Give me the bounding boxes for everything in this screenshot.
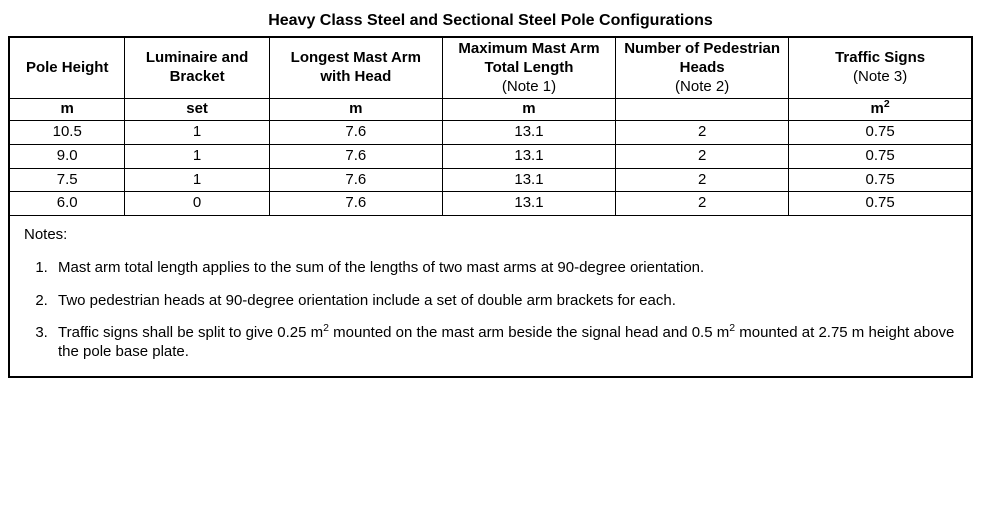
table-cell: 2 — [616, 121, 789, 145]
table-cell: 0.75 — [789, 121, 972, 145]
table-cell: 7.5 — [10, 168, 125, 192]
table-cell: 0.75 — [789, 168, 972, 192]
header-row: Pole Height Luminaire and Bracket Longes… — [10, 38, 972, 99]
pole-config-table: Pole Height Luminaire and Bracket Longes… — [9, 37, 972, 377]
col-header-longest-mast: Longest Mast Arm with Head — [269, 38, 442, 99]
notes-heading: Notes: — [24, 226, 957, 245]
note-item: Two pedestrian heads at 90-degree orient… — [52, 292, 957, 311]
table-row: 6.0 0 7.6 13.1 2 0.75 — [10, 192, 972, 216]
unit-cell: set — [125, 99, 269, 121]
table-container: Pole Height Luminaire and Bracket Longes… — [8, 36, 973, 378]
unit-cell: m — [10, 99, 125, 121]
table-cell: 6.0 — [10, 192, 125, 216]
table-cell: 1 — [125, 144, 269, 168]
table-cell: 2 — [616, 168, 789, 192]
notes-row: Notes: Mast arm total length applies to … — [10, 216, 972, 377]
table-row: 7.5 1 7.6 13.1 2 0.75 — [10, 168, 972, 192]
table-cell: 7.6 — [269, 121, 442, 145]
note-text: Mast arm total length applies to the sum… — [58, 259, 704, 276]
col-header-max-mast-length: Maximum Mast Arm Total Length (Note 1) — [442, 38, 615, 99]
table-cell: 1 — [125, 168, 269, 192]
notes-cell: Notes: Mast arm total length applies to … — [10, 216, 972, 377]
col-header-main: Traffic Signs — [835, 49, 925, 66]
table-cell: 9.0 — [10, 144, 125, 168]
col-header-traffic-signs: Traffic Signs (Note 3) — [789, 38, 972, 99]
table-cell: 10.5 — [10, 121, 125, 145]
table-cell: 13.1 — [442, 168, 615, 192]
table-cell: 2 — [616, 144, 789, 168]
table-cell: 0 — [125, 192, 269, 216]
table-cell: 0.75 — [789, 192, 972, 216]
table-cell: 7.6 — [269, 144, 442, 168]
table-cell: 13.1 — [442, 121, 615, 145]
col-header-luminaire: Luminaire and Bracket — [125, 38, 269, 99]
unit-cell — [616, 99, 789, 121]
note-text: Two pedestrian heads at 90-degree orient… — [58, 292, 676, 309]
col-header-sub: (Note 1) — [502, 78, 556, 95]
col-header-sub: (Note 2) — [675, 78, 729, 95]
col-header-main: Pole Height — [26, 59, 109, 76]
table-cell: 7.6 — [269, 168, 442, 192]
notes-list: Mast arm total length applies to the sum… — [24, 259, 957, 362]
note-item: Traffic signs shall be split to give 0.2… — [52, 324, 957, 362]
table-cell: 0.75 — [789, 144, 972, 168]
table-row: 9.0 1 7.6 13.1 2 0.75 — [10, 144, 972, 168]
table-row: 10.5 1 7.6 13.1 2 0.75 — [10, 121, 972, 145]
col-header-main: Longest Mast Arm with Head — [291, 49, 421, 85]
col-header-sub: (Note 3) — [853, 68, 907, 85]
unit-cell: m2 — [789, 99, 972, 121]
table-cell: 7.6 — [269, 192, 442, 216]
table-cell: 13.1 — [442, 144, 615, 168]
col-header-main: Luminaire and Bracket — [146, 49, 249, 85]
note-text: Traffic signs shall be split to give 0.2… — [58, 324, 954, 360]
table-cell: 13.1 — [442, 192, 615, 216]
table-cell: 2 — [616, 192, 789, 216]
col-header-main: Maximum Mast Arm Total Length — [458, 40, 599, 76]
table-cell: 1 — [125, 121, 269, 145]
unit-cell: m — [269, 99, 442, 121]
col-header-pole-height: Pole Height — [10, 38, 125, 99]
col-header-ped-heads: Number of Pedestrian Heads (Note 2) — [616, 38, 789, 99]
unit-row: m set m m m2 — [10, 99, 972, 121]
note-item: Mast arm total length applies to the sum… — [52, 259, 957, 278]
unit-cell: m — [442, 99, 615, 121]
table-title: Heavy Class Steel and Sectional Steel Po… — [8, 12, 973, 30]
col-header-main: Number of Pedestrian Heads — [624, 40, 780, 76]
